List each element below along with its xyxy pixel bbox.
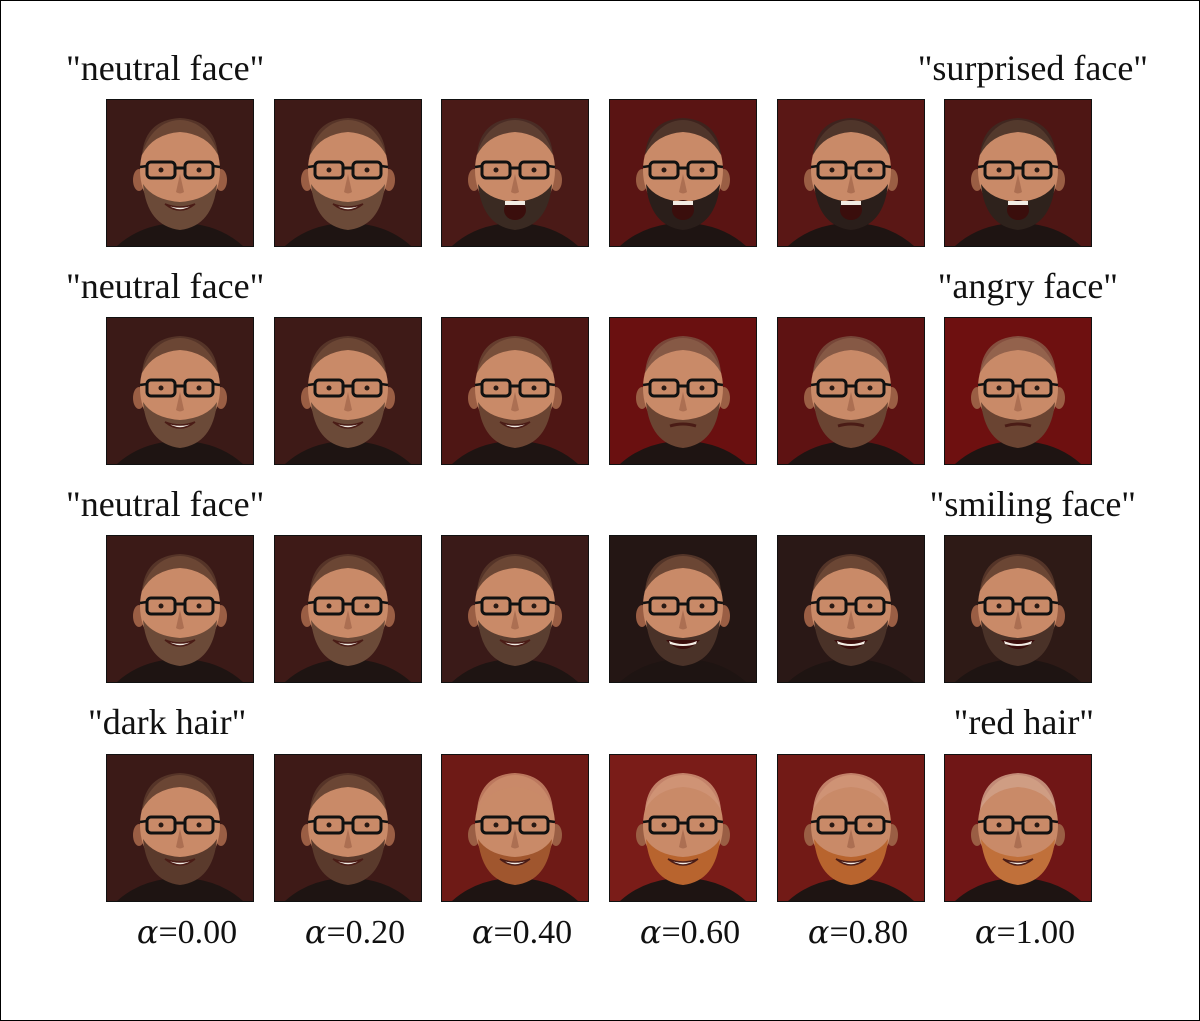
portrait-photo <box>107 755 253 901</box>
portrait-photo <box>945 100 1091 246</box>
face-image <box>777 754 925 902</box>
row-2-end-prompt: "angry face" <box>937 266 1118 306</box>
face-image <box>609 317 757 465</box>
face-image <box>274 99 422 247</box>
face-image <box>944 754 1092 902</box>
row-4-end-prompt: "red hair" <box>953 702 1094 742</box>
face-image <box>441 99 589 247</box>
image-row-red-hair <box>106 754 1096 902</box>
face-image <box>106 535 254 683</box>
portrait-photo <box>442 100 588 246</box>
face-image <box>106 754 254 902</box>
portrait-photo <box>275 100 421 246</box>
alpha-label-1: α=0.00 <box>136 913 238 951</box>
portrait-photo <box>275 318 421 464</box>
face-image <box>106 317 254 465</box>
alpha-label-6: α=1.00 <box>974 913 1076 951</box>
alpha-label-2: α=0.20 <box>304 913 406 951</box>
face-image <box>944 99 1092 247</box>
portrait-photo <box>107 100 253 246</box>
face-image <box>441 535 589 683</box>
portrait-photo <box>778 100 924 246</box>
face-image <box>609 754 757 902</box>
row-3-end-prompt: "smiling face" <box>929 484 1136 524</box>
face-image <box>944 535 1092 683</box>
face-image <box>777 317 925 465</box>
portrait-photo <box>610 755 756 901</box>
image-row-angry <box>106 317 1096 465</box>
portrait-photo <box>778 318 924 464</box>
alpha-label-3: α=0.40 <box>471 913 573 951</box>
portrait-photo <box>107 536 253 682</box>
portrait-photo <box>945 318 1091 464</box>
portrait-photo <box>275 536 421 682</box>
portrait-photo <box>275 755 421 901</box>
alpha-label-5: α=0.80 <box>807 913 909 951</box>
face-image <box>609 99 757 247</box>
image-row-surprised <box>106 99 1096 247</box>
face-image <box>274 535 422 683</box>
portrait-photo <box>610 318 756 464</box>
row-1-start-prompt: "neutral face" <box>66 48 265 88</box>
face-image <box>441 754 589 902</box>
portrait-photo <box>778 536 924 682</box>
row-1-end-prompt: "surprised face" <box>917 48 1148 88</box>
face-image <box>944 317 1092 465</box>
portrait-photo <box>107 318 253 464</box>
face-image <box>274 754 422 902</box>
face-image <box>609 535 757 683</box>
face-image <box>777 99 925 247</box>
image-row-smiling <box>106 535 1096 683</box>
face-image <box>441 317 589 465</box>
alpha-label-4: α=0.60 <box>639 913 741 951</box>
portrait-photo <box>610 536 756 682</box>
portrait-photo <box>442 318 588 464</box>
portrait-photo <box>945 536 1091 682</box>
face-image <box>777 535 925 683</box>
portrait-photo <box>778 755 924 901</box>
face-image <box>106 99 254 247</box>
row-3-start-prompt: "neutral face" <box>66 484 265 524</box>
portrait-photo <box>442 536 588 682</box>
row-4-start-prompt: "dark hair" <box>88 702 247 742</box>
portrait-photo <box>945 755 1091 901</box>
portrait-photo <box>610 100 756 246</box>
row-2-start-prompt: "neutral face" <box>66 266 265 306</box>
portrait-photo <box>442 755 588 901</box>
face-image <box>274 317 422 465</box>
